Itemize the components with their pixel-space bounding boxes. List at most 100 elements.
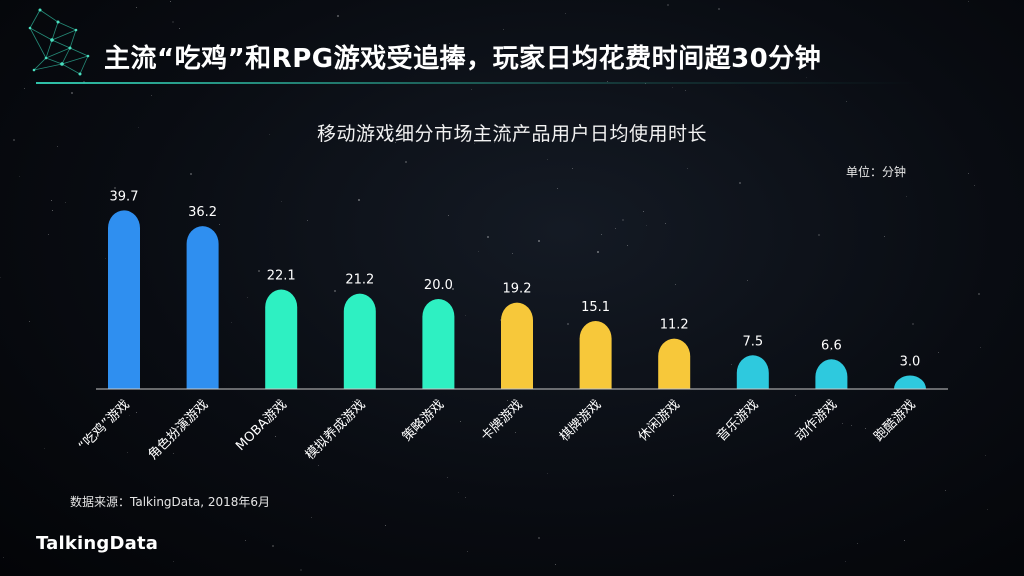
star-dot [601, 234, 602, 235]
star-dot [507, 400, 508, 401]
star-dot [179, 28, 180, 29]
star-dot [500, 319, 502, 321]
star-dot [503, 29, 504, 30]
star-dot [311, 517, 312, 518]
star-dot [615, 228, 616, 229]
star-dot [567, 323, 569, 325]
star-dot [318, 465, 319, 466]
bar [894, 375, 926, 389]
star-dot [13, 139, 15, 141]
star-dot [945, 490, 946, 491]
star-dot [437, 399, 438, 400]
value-label: 15.1 [581, 300, 610, 315]
star-dot [795, 395, 796, 396]
bars-layer [108, 210, 926, 389]
bar [265, 289, 298, 389]
category-label: 动作游戏 [793, 397, 840, 444]
star-dot [129, 415, 130, 416]
bar [579, 321, 612, 389]
star-dot [151, 95, 152, 96]
bar [658, 338, 691, 389]
star-dot [243, 503, 244, 504]
star-dot [547, 159, 548, 160]
star-dot [337, 15, 339, 17]
star-dot [673, 495, 674, 496]
star-dot [367, 142, 368, 143]
star-dot [857, 543, 858, 544]
star-dot [555, 564, 556, 565]
star-dot [219, 224, 220, 225]
star-dot [904, 540, 905, 541]
star-dot [622, 219, 624, 221]
star-dot [346, 59, 347, 60]
star-dot [19, 176, 20, 177]
star-dot [667, 4, 669, 6]
star-dot [452, 288, 454, 290]
star-dot [474, 143, 475, 144]
star-dot [447, 477, 448, 478]
star-dot [44, 448, 45, 449]
star-dot [405, 161, 407, 163]
star-dot [78, 502, 80, 504]
star-dot [3, 557, 4, 558]
value-label: 3.0 [900, 355, 921, 370]
star-dot [24, 88, 25, 89]
star-dot [685, 90, 686, 91]
value-label: 21.2 [345, 273, 374, 288]
star-dot [818, 234, 820, 236]
star-dot [512, 253, 513, 254]
star-dot [172, 21, 174, 23]
star-dot [968, 173, 969, 174]
star-dot [739, 182, 741, 184]
star-dot [830, 350, 831, 351]
star-dot [136, 412, 137, 413]
star-dot [465, 315, 466, 316]
star-dot [607, 81, 608, 82]
category-label: 角色扮演游戏 [145, 397, 211, 463]
star-dot [190, 173, 192, 175]
star-dot [687, 168, 688, 169]
star-dot [515, 432, 516, 433]
star-dot [572, 168, 573, 169]
star-dot [631, 56, 633, 58]
star-dot [395, 142, 396, 143]
star-dot [29, 321, 30, 322]
star-dot [547, 473, 548, 474]
star-dot [731, 364, 732, 365]
star-dot [387, 51, 388, 52]
star-dot [494, 142, 495, 143]
star-dot [448, 215, 449, 216]
star-dot [627, 245, 628, 246]
star-dot [334, 290, 336, 292]
source-note: 数据来源：TalkingData, 2018年6月 [70, 495, 270, 509]
star-dot [65, 202, 66, 203]
star-dot [275, 436, 276, 437]
star-dot [127, 452, 128, 453]
star-dot [538, 537, 540, 539]
value-label: 36.2 [188, 205, 217, 220]
star-dot [0, 277, 1, 278]
star-dot [52, 210, 53, 211]
star-dot [597, 251, 599, 253]
star-dot [385, 525, 386, 526]
bar [501, 302, 533, 389]
slide-headline: 主流“吃鸡”和RPG游戏受追捧，玩家日均花费时间超30分钟 [104, 44, 822, 74]
star-dot [987, 509, 988, 510]
star-dot [352, 401, 353, 402]
unit-label: 单位：分钟 [846, 165, 907, 179]
star-dot [557, 188, 558, 189]
star-dot [138, 127, 139, 128]
value-label: 6.6 [821, 338, 842, 353]
star-dot [846, 101, 847, 102]
star-dot [665, 223, 666, 224]
value-label: 22.1 [267, 269, 296, 284]
star-dot [449, 43, 450, 44]
value-label: 19.2 [503, 282, 532, 297]
star-dot [358, 199, 360, 201]
star-dot [643, 211, 644, 212]
category-label: 策略游戏 [399, 397, 447, 445]
star-dot [672, 87, 673, 88]
star-dot [938, 352, 939, 353]
network-decoration-icon [28, 8, 90, 76]
star-dot [48, 234, 49, 235]
